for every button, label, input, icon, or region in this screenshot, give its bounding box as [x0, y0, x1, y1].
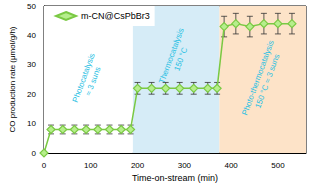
svg-text:0: 0: [32, 149, 37, 158]
svg-text:400: 400: [224, 161, 238, 170]
svg-text:30: 30: [27, 60, 36, 69]
svg-text:20: 20: [27, 90, 36, 99]
svg-text:CO production rate (μmol/g/h): CO production rate (μmol/g/h): [8, 26, 17, 132]
svg-text:150 °C: 150 °C: [172, 46, 189, 72]
svg-text:Photo-thermocatalysis: Photo-thermocatalysis: [240, 39, 276, 117]
svg-text:0: 0: [42, 161, 47, 170]
svg-text:150 °C ≈ 3 suns: 150 °C ≈ 3 suns: [253, 53, 281, 110]
svg-text:100: 100: [84, 161, 98, 170]
svg-text:10: 10: [27, 119, 36, 128]
svg-text:300: 300: [178, 161, 192, 170]
svg-text:≈ 3 suns: ≈ 3 suns: [84, 65, 103, 96]
svg-text:Thermocatalysis: Thermocatalysis: [157, 26, 186, 85]
svg-text:40: 40: [27, 31, 36, 40]
svg-text:500: 500: [271, 161, 285, 170]
svg-text:50: 50: [27, 2, 36, 11]
svg-text:m-CN@CsPbBr3: m-CN@CsPbBr3: [81, 11, 150, 21]
svg-text:Time-on-stream (min): Time-on-stream (min): [132, 173, 218, 183]
svg-text:200: 200: [131, 161, 145, 170]
svg-text:Photocatalysis: Photocatalysis: [70, 52, 97, 104]
